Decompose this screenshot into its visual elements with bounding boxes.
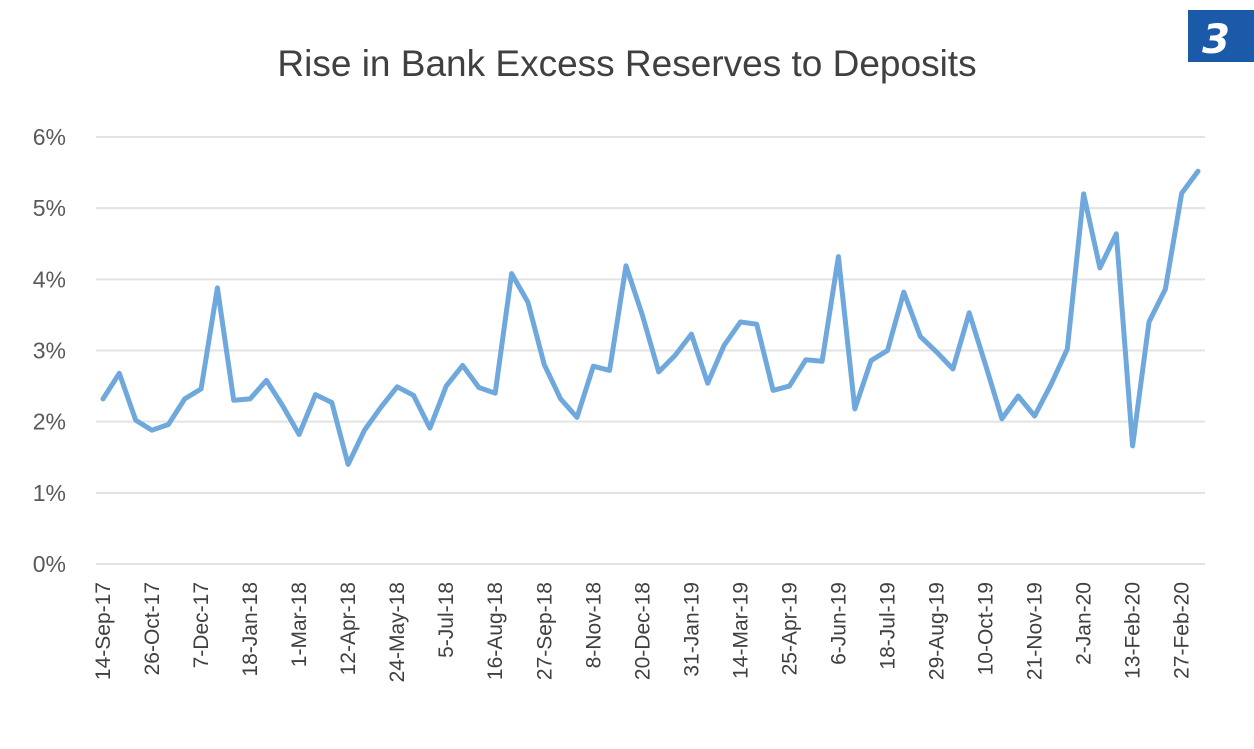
x-tick-label: 20-Dec-18 bbox=[631, 582, 654, 680]
y-tick-label: 5% bbox=[33, 195, 66, 221]
series-line bbox=[100, 168, 1201, 467]
x-tick-label: 21-Nov-19 bbox=[1024, 582, 1047, 680]
x-tick-label: 18-Jan-18 bbox=[239, 582, 262, 677]
y-tick-label: 3% bbox=[33, 338, 66, 364]
gridlines bbox=[96, 136, 1205, 565]
y-tick-label: 6% bbox=[33, 124, 66, 150]
x-tick-label: 10-Oct-19 bbox=[975, 582, 998, 675]
x-tick-label: 14-Mar-19 bbox=[729, 582, 752, 679]
badge-background bbox=[1188, 10, 1254, 62]
corner-badge: 3 bbox=[1188, 10, 1254, 63]
x-tick-label: 29-Aug-19 bbox=[926, 582, 949, 680]
x-axis-ticks: 14-Sep-17 26-Oct-17 7-Dec-17 18-Jan-18 1-Mar… bbox=[92, 582, 1194, 682]
x-tick-label: 13-Feb-20 bbox=[1122, 582, 1145, 679]
badge-number: 3 bbox=[1202, 17, 1230, 63]
x-tick-label: 2-Jan-20 bbox=[1073, 582, 1096, 665]
y-axis-ticks: 0% 1% 2% 3% 4% 5% 6% bbox=[33, 124, 66, 577]
x-tick-label: 6-Jun-19 bbox=[827, 582, 850, 665]
x-tick-label: 1-Mar-18 bbox=[288, 582, 311, 667]
x-tick-label: 18-Jul-19 bbox=[876, 582, 899, 670]
x-tick-label: 14-Sep-17 bbox=[92, 582, 115, 680]
x-tick-label: 5-Jul-18 bbox=[435, 582, 458, 658]
x-tick-label: 16-Aug-18 bbox=[484, 582, 507, 680]
chart-title: Rise in Bank Excess Reserves to Deposits bbox=[277, 43, 976, 84]
x-tick-label: 27-Feb-20 bbox=[1171, 582, 1194, 679]
y-tick-label: 2% bbox=[33, 409, 66, 435]
series-layer bbox=[100, 168, 1201, 467]
x-tick-label: 27-Sep-18 bbox=[533, 582, 556, 680]
x-tick-label: 12-Apr-18 bbox=[337, 582, 360, 675]
x-tick-label: 24-May-18 bbox=[386, 582, 409, 682]
x-tick-label: 7-Dec-17 bbox=[190, 582, 213, 668]
y-tick-label: 0% bbox=[33, 551, 66, 577]
y-tick-label: 1% bbox=[33, 480, 66, 506]
x-tick-label: 8-Nov-18 bbox=[582, 582, 605, 668]
x-tick-label: 31-Jan-19 bbox=[680, 582, 703, 677]
x-tick-label: 25-Apr-19 bbox=[778, 582, 801, 675]
y-tick-label: 4% bbox=[33, 266, 66, 292]
x-tick-label: 26-Oct-17 bbox=[141, 582, 164, 675]
